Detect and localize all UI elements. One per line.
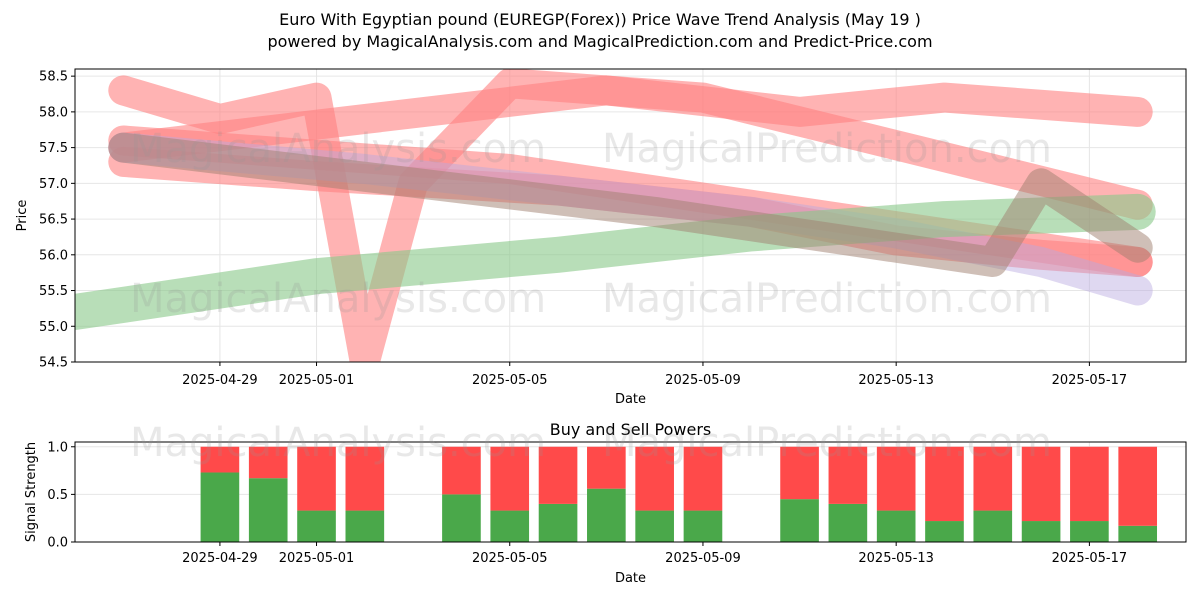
sell-bar xyxy=(1021,446,1061,522)
sell-bar xyxy=(973,446,1013,511)
price-x-tick-label: 2025-05-17 xyxy=(1052,373,1128,388)
buy-bar xyxy=(925,521,964,542)
watermark-prediction-3: MagicalPrediction.com xyxy=(602,420,1052,466)
bars-x-tick-label: 2025-05-17 xyxy=(1052,551,1128,566)
buy-bar xyxy=(1118,525,1158,542)
buy-bar xyxy=(683,510,723,542)
sell-bar xyxy=(200,446,240,473)
bars-x-tick-label: 2025-05-05 xyxy=(472,551,548,566)
price-y-tick-label: 55.0 xyxy=(39,320,68,335)
bars-x-axis-label: Date xyxy=(615,571,646,586)
bars-x-tick-label: 2025-04-29 xyxy=(182,551,258,566)
chart-title: Euro With Egyptian pound (EUREGP(Forex))… xyxy=(279,10,921,29)
price-y-tick-label: 58.0 xyxy=(39,105,68,120)
sell-bar xyxy=(345,446,385,511)
buy-bar xyxy=(490,510,530,542)
buy-bar xyxy=(345,510,385,542)
buy-bar xyxy=(297,510,336,542)
buy-sell-bars xyxy=(200,446,1158,542)
price-bands xyxy=(75,69,1156,362)
sell-bar xyxy=(635,446,674,511)
buy-bar xyxy=(780,499,819,542)
buy-bar xyxy=(1070,521,1109,542)
bars-x-tick-label: 2025-05-09 xyxy=(665,551,741,566)
price-y-tick-label: 56.5 xyxy=(39,213,68,228)
bars-title: Buy and Sell Powers xyxy=(550,420,712,439)
price-band-wave-spike-mixed xyxy=(108,132,1153,277)
sell-bar xyxy=(780,446,819,500)
price-y-tick-label: 57.0 xyxy=(39,177,68,192)
buy-bar xyxy=(876,510,916,542)
sell-bar xyxy=(1070,446,1109,522)
sell-bar xyxy=(490,446,530,511)
bars-x-tick-label: 2025-05-13 xyxy=(858,551,934,566)
price-x-tick-label: 2025-04-29 xyxy=(182,373,258,388)
buy-bar xyxy=(973,510,1013,542)
buy-bar xyxy=(1021,521,1061,542)
buy-bar xyxy=(248,478,288,542)
buy-bar xyxy=(200,472,240,542)
sell-bar xyxy=(925,446,964,522)
price-y-tick-label: 57.5 xyxy=(39,141,68,156)
bars-y-tick-label: 0.5 xyxy=(47,488,68,503)
price-y-tick-label: 55.5 xyxy=(39,284,68,299)
price-x-tick-label: 2025-05-05 xyxy=(472,373,548,388)
price-y-tick-label: 56.0 xyxy=(39,248,68,263)
watermark-analysis-3: MagicalAnalysis.com xyxy=(130,420,547,466)
sell-bar xyxy=(876,446,916,511)
bars-y-axis-label: Signal Strength xyxy=(24,442,39,542)
price-x-tick-label: 2025-05-13 xyxy=(858,373,934,388)
sell-bar xyxy=(683,446,723,511)
sell-bar xyxy=(1118,446,1158,526)
sell-bar xyxy=(297,446,336,511)
bars-y-tick-label: 1.0 xyxy=(47,440,68,455)
watermark-prediction-2: MagicalPrediction.com xyxy=(602,276,1052,322)
buy-bar xyxy=(828,503,868,542)
price-x-tick-label: 2025-05-01 xyxy=(279,373,355,388)
price-y-axis-label: Price xyxy=(15,200,30,232)
watermark-analysis-1: MagicalAnalysis.com xyxy=(130,126,547,172)
price-band-wave-up-green xyxy=(75,193,1156,330)
buy-bar xyxy=(587,488,626,542)
sell-bar xyxy=(248,446,288,479)
sell-bar xyxy=(828,446,868,504)
bars-y-tick-label: 0.0 xyxy=(47,536,68,551)
buy-bar xyxy=(538,503,578,542)
price-y-tick-label: 58.5 xyxy=(39,70,68,85)
sell-bar xyxy=(538,446,578,504)
price-x-axis-label: Date xyxy=(615,392,646,407)
buy-bar xyxy=(635,510,674,542)
price-y-tick-label: 54.5 xyxy=(39,356,68,371)
price-x-tick-label: 2025-05-09 xyxy=(665,373,741,388)
bars-x-tick-label: 2025-05-01 xyxy=(279,551,355,566)
sell-bar xyxy=(587,446,626,489)
chart-subtitle: powered by MagicalAnalysis.com and Magic… xyxy=(267,32,933,51)
watermark-prediction-1: MagicalPrediction.com xyxy=(602,126,1052,172)
price-axes-frame xyxy=(74,68,1187,363)
bars-axes-frame xyxy=(74,441,1187,543)
buy-bar xyxy=(442,494,481,542)
sell-bar xyxy=(442,446,481,495)
watermark-analysis-2: MagicalAnalysis.com xyxy=(130,276,547,322)
